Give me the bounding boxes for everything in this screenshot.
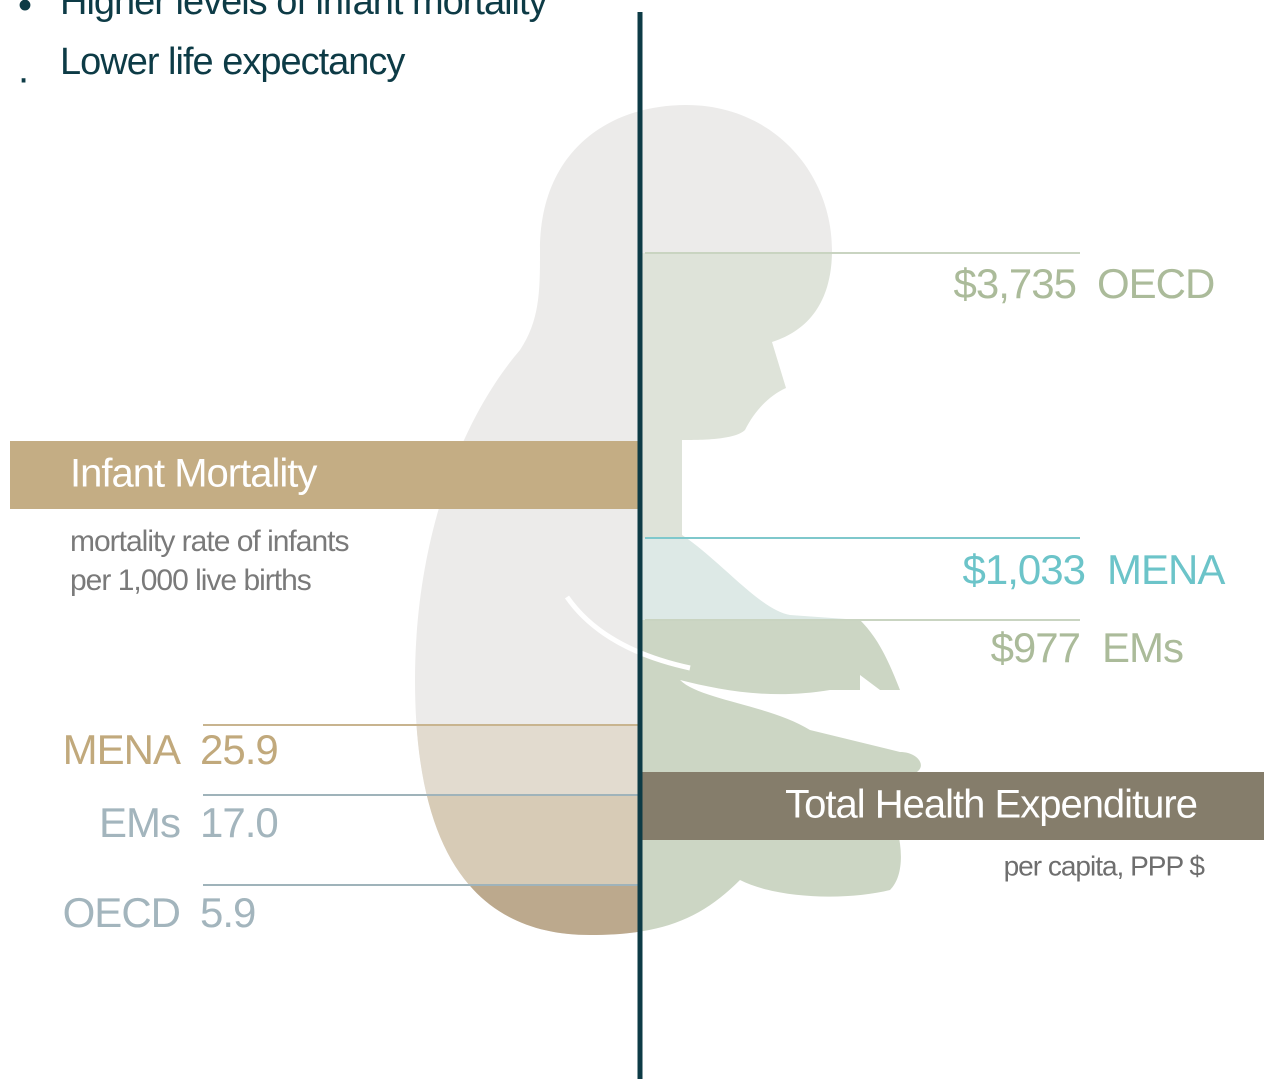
- arm-outline: [564, 595, 691, 671]
- value: $977: [991, 624, 1080, 671]
- value: $3,735: [954, 260, 1076, 307]
- panel-subtitle: per capita, PPP $: [1004, 850, 1206, 881]
- panel-subtitle: per 1,000 live births: [70, 564, 311, 597]
- title-band: [642, 772, 1264, 840]
- bullet: Higher levels of infant mortality: [60, 0, 548, 23]
- value: $1,033: [963, 546, 1085, 593]
- value: 5.9: [200, 889, 255, 936]
- title-band: [10, 441, 638, 509]
- bullet-dot: •: [18, 0, 31, 28]
- panel-title: Infant Mortality: [70, 452, 317, 496]
- value: 25.9: [200, 726, 278, 773]
- panel-subtitle: mortality rate of infants: [70, 525, 348, 558]
- label: EMs: [1102, 624, 1183, 671]
- panel-title: Total Health Expenditure: [785, 783, 1197, 827]
- bullet: Lower life expectancy: [60, 41, 405, 83]
- label: OECD: [1097, 260, 1214, 307]
- label: OECD: [63, 889, 180, 936]
- label: MENA: [1107, 546, 1225, 593]
- label: MENA: [63, 726, 181, 773]
- bullet-dot: .: [18, 48, 28, 92]
- value: 17.0: [200, 799, 278, 846]
- label: EMs: [99, 799, 180, 846]
